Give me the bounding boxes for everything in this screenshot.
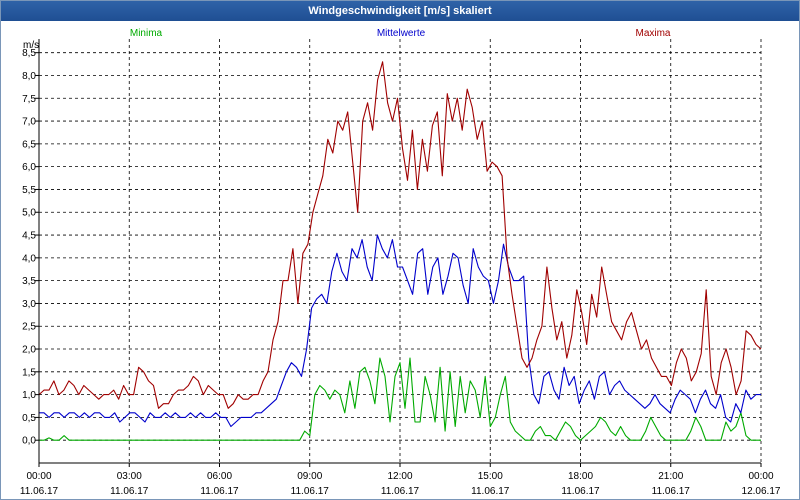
x-tick-time: 03:00 — [117, 471, 142, 482]
x-tick-date: 11.06.17 — [110, 486, 149, 497]
series-lines — [38, 61, 762, 441]
y-tick-label: 0,5 — [22, 413, 36, 424]
window-title: Windgeschwindigkeit [m/s] skaliert — [1, 1, 799, 21]
x-tick-time: 12:00 — [387, 471, 412, 482]
y-tick-label: 8,5 — [22, 48, 36, 59]
y-tick-labels: 0,0 0,5 1,0 1,5 2,0 2,5 3,0 3,5 4,0 4,5 5,0 5,5 6,0 6… — [22, 48, 36, 447]
x-tick-time: 09:00 — [297, 471, 322, 482]
x-tick-time: 18:00 — [568, 471, 593, 482]
y-tick-label: 3,5 — [22, 276, 36, 287]
x-tick-time: 06:00 — [207, 471, 232, 482]
y-tick-label: 1,0 — [22, 390, 36, 401]
x-tick-date: 11.06.17 — [471, 486, 510, 497]
y-tick-label: 7,0 — [22, 117, 36, 128]
x-tick-date: 11.06.17 — [652, 486, 691, 497]
series-line-maxima — [38, 61, 762, 409]
y-tick-label: 6,0 — [22, 162, 36, 173]
x-tick-date: 12.06.17 — [742, 486, 781, 497]
y-tick-label: 4,0 — [22, 253, 36, 264]
x-tick-labels: 00:00 11.06.17 03:00 11.06.17 06:00 11.06.17 0… — [20, 471, 781, 497]
y-tick-label: 6,5 — [22, 139, 36, 150]
y-tick-label: 3,0 — [22, 299, 36, 310]
x-tick-date: 11.06.17 — [200, 486, 239, 497]
x-tick-time: 21:00 — [658, 471, 683, 482]
x-tick-date: 11.06.17 — [381, 486, 420, 497]
y-tick-label: 5,0 — [22, 208, 36, 219]
x-tick-time: 00:00 — [26, 471, 51, 482]
x-tick-date: 11.06.17 — [561, 486, 600, 497]
y-tick-label: 4,5 — [22, 231, 36, 242]
series-line-minima — [39, 357, 761, 441]
y-tick-label: 5,5 — [22, 185, 36, 196]
y-tick-label: 2,5 — [22, 322, 36, 333]
series-line-mittelwerte — [39, 234, 761, 428]
x-tick-time: 15:00 — [478, 471, 503, 482]
x-tick-date: 11.06.17 — [291, 486, 330, 497]
y-tick-label: 8,0 — [22, 71, 36, 82]
legend-maxima: Maxima — [635, 28, 670, 39]
chart-background — [1, 21, 799, 499]
y-axis-unit: m/s — [23, 40, 39, 51]
y-tick-label: 2,0 — [22, 345, 36, 356]
chart-area: 0,0 0,5 1,0 1,5 2,0 2,5 3,0 3,5 4,0 4,5 5,0 5,5 6,0 6… — [1, 21, 799, 499]
y-tick-label: 1,5 — [22, 367, 36, 378]
y-tick-label: 0,0 — [22, 436, 36, 447]
x-tick-time: 00:00 — [748, 471, 773, 482]
legend-minima: Minima — [130, 28, 163, 39]
x-tick-date: 11.06.17 — [20, 486, 59, 497]
y-tick-label: 7,5 — [22, 94, 36, 105]
grid — [35, 39, 762, 467]
legend-mittelwerte: Mittelwerte — [377, 28, 426, 39]
